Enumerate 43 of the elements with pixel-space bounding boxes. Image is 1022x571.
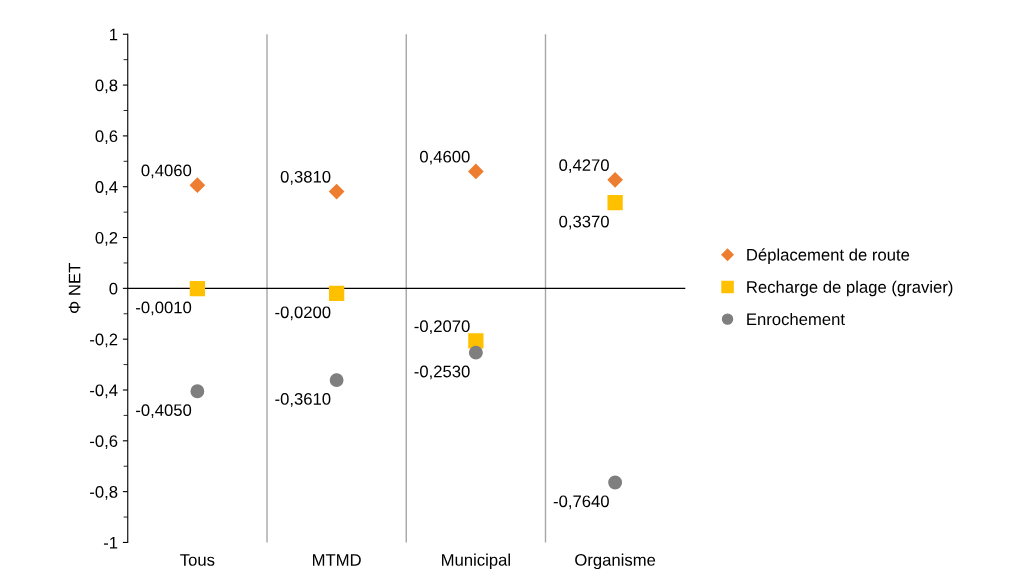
point: [190, 384, 205, 399]
point: [189, 177, 205, 193]
point: [468, 163, 484, 180]
y-axis-title: Φ NET: [68, 263, 81, 314]
data-label: 0,4270: [559, 159, 609, 173]
y-tick-label: 0,8: [95, 79, 118, 94]
point: [607, 172, 623, 188]
point: [468, 333, 484, 349]
x-tick-label: Organisme: [575, 553, 656, 570]
y-tick-label: -0,2: [90, 333, 118, 348]
y-tick-label: 0,4: [95, 181, 118, 195]
point: [328, 285, 345, 302]
point: [468, 345, 483, 360]
x-tick-label: Tous: [180, 554, 215, 566]
data-label: -0,0010: [136, 301, 192, 316]
y-tick-label: -0,8: [90, 486, 118, 500]
data-label: 0,3370: [559, 215, 609, 230]
data-label: -0,3610: [275, 393, 331, 407]
y-tick-label: 1: [110, 28, 118, 41]
y-tick-label: 0,2: [95, 231, 118, 246]
data-label: -0,4050: [136, 404, 192, 418]
point: [329, 183, 345, 200]
data-label: -0,2530: [414, 365, 470, 380]
point: [189, 280, 206, 297]
data-label: -0,0200: [275, 306, 331, 321]
y-tick-label: 0,6: [95, 130, 118, 145]
point: [607, 195, 623, 211]
data-label: 0,3810: [280, 170, 331, 185]
legend-label: Recharge de plage (gravier): [747, 280, 953, 297]
data-label: -0,2070: [414, 320, 470, 335]
point: [329, 373, 344, 388]
legend-label: Enrochement: [747, 312, 845, 326]
x-tick-label: MTMD: [313, 554, 361, 566]
y-tick-label: -1: [103, 537, 118, 549]
data-label: 0,4060: [141, 164, 192, 179]
point: [608, 475, 623, 490]
y-tick-label: -0,6: [90, 435, 118, 449]
legend-label: Déplacement de route: [747, 248, 910, 265]
x-tick-label: Municipal: [442, 553, 510, 570]
data-label: -0,7640: [553, 495, 609, 510]
y-tick-label: -0,4: [90, 384, 118, 399]
y-tick-label: 0: [109, 282, 118, 295]
data-label: 0,4600: [419, 150, 470, 165]
